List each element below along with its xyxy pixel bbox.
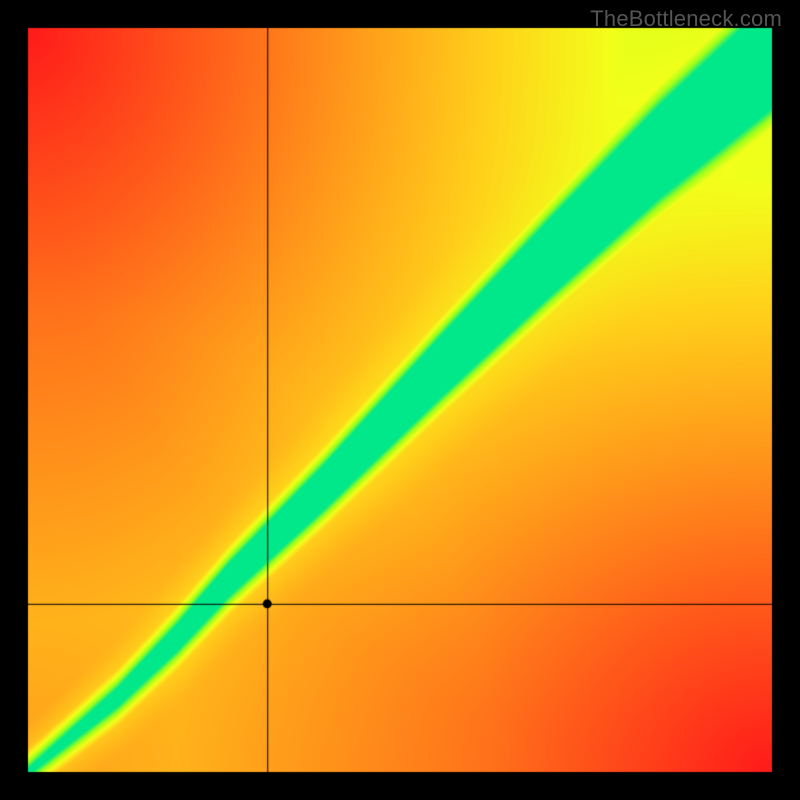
watermark-text: TheBottleneck.com bbox=[590, 6, 782, 32]
heatmap-canvas bbox=[0, 0, 800, 800]
chart-container: TheBottleneck.com bbox=[0, 0, 800, 800]
